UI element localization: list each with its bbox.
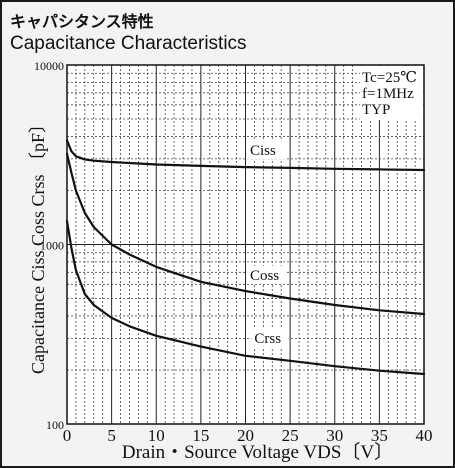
- conditions-box: [360, 66, 422, 120]
- x-axis-label: Drain・Source Voltage VDS〔V〕: [122, 441, 393, 463]
- x-tick-label: 35: [371, 426, 388, 445]
- x-tick-label: 15: [192, 426, 209, 445]
- conditions-line: f=1MHz: [362, 86, 414, 102]
- conditions-line: Tc=25℃: [362, 70, 417, 86]
- series-label-coss: Coss: [250, 268, 279, 284]
- x-tick-label: 30: [326, 426, 343, 445]
- x-tick-label: 25: [282, 426, 299, 445]
- x-tick-labels: 0 5 10 15 20 25 30 35 40: [63, 426, 433, 445]
- series-label-bg: [251, 328, 290, 347]
- series-label-ciss: Ciss: [250, 143, 276, 159]
- x-tick-label: 5: [107, 426, 116, 445]
- y-tick-label: 1000: [40, 239, 64, 253]
- series-line-ciss: [65, 139, 426, 172]
- series-crss: Crss: [65, 220, 426, 376]
- plot-border: [66, 64, 425, 425]
- chart-title-japanese: キャパシタンス特性: [10, 12, 154, 31]
- series-coss: Coss: [65, 152, 426, 316]
- x-tick-label: 40: [416, 426, 433, 445]
- y-tick-label: 10000: [34, 59, 64, 73]
- series-line-crss: [65, 220, 426, 376]
- x-tick-label: 10: [148, 426, 165, 445]
- y-tick-labels: 100 1000 10000: [34, 59, 64, 432]
- chart-title-english: Capacitance Characteristics: [10, 33, 247, 54]
- x-tick-label: 20: [237, 426, 254, 445]
- y-axis-label: Capacitance Ciss Coss Crss 〔pF〕: [28, 115, 48, 374]
- conditions-line: TYP: [362, 102, 390, 118]
- series-ciss: Ciss: [65, 139, 426, 172]
- x-tick-label: 0: [63, 426, 72, 445]
- series-label-bg: [246, 141, 285, 160]
- series-label-bg: [246, 265, 285, 284]
- y-tick-label: 100: [46, 418, 64, 432]
- series-line-coss: [65, 152, 426, 316]
- series-label-crss: Crss: [254, 331, 281, 347]
